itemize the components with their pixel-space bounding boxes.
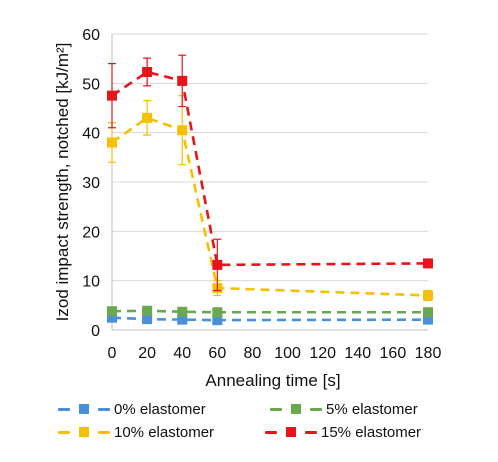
y-axis-label: Izod impact strength, notched [kJ/m²] — [53, 43, 72, 322]
x-tick-label: 80 — [244, 345, 262, 362]
y-tick-label: 20 — [82, 224, 100, 241]
x-tick-label: 100 — [274, 345, 301, 362]
x-tick-label: 120 — [309, 345, 336, 362]
y-tick-label: 0 — [91, 323, 100, 340]
series-line-0 — [111, 316, 429, 322]
data-point — [177, 125, 188, 136]
data-point — [142, 314, 153, 325]
data-point — [423, 314, 433, 325]
series-0 — [107, 312, 433, 326]
data-point — [423, 307, 433, 318]
series-2 — [107, 95, 433, 301]
series-1 — [107, 305, 433, 318]
series-3 — [107, 54, 433, 292]
y-tick-label: 40 — [82, 126, 100, 143]
data-point — [212, 307, 223, 318]
x-tick-label: 160 — [380, 345, 407, 362]
series-line-1 — [111, 309, 428, 314]
data-point — [107, 90, 117, 101]
data-point — [212, 315, 223, 326]
series-group — [107, 54, 433, 326]
data-point — [177, 314, 188, 325]
y-tick-label: 10 — [82, 274, 100, 291]
x-tick-label: 20 — [138, 345, 156, 362]
x-tick-label: 60 — [208, 345, 226, 362]
y-tick-label: 50 — [82, 76, 100, 93]
y-tick-labels: 0 10 20 30 40 50 60 — [82, 27, 100, 340]
x-tick-label: 180 — [415, 345, 442, 362]
data-point — [107, 137, 117, 148]
x-tick-labels: 0 20 40 60 80 100 120 140 160 180 — [108, 345, 442, 362]
series-line-3 — [111, 70, 429, 267]
y-tick-label: 30 — [82, 175, 100, 192]
x-tick-label: 40 — [173, 345, 191, 362]
x-tick-label: 140 — [344, 345, 371, 362]
data-point — [423, 258, 433, 269]
x-axis-label: Annealing time [s] — [205, 371, 340, 390]
data-point — [142, 112, 153, 123]
y-tick-label: 60 — [82, 27, 100, 44]
x-tick-label: 0 — [108, 345, 117, 362]
gridlines — [112, 33, 428, 331]
data-point — [212, 259, 223, 270]
data-point — [107, 306, 117, 317]
data-point — [142, 305, 153, 316]
data-point — [107, 312, 117, 323]
data-point — [142, 66, 153, 77]
series-line-2 — [111, 116, 429, 297]
data-point — [177, 306, 188, 317]
data-point — [423, 290, 433, 301]
data-point — [177, 75, 188, 86]
